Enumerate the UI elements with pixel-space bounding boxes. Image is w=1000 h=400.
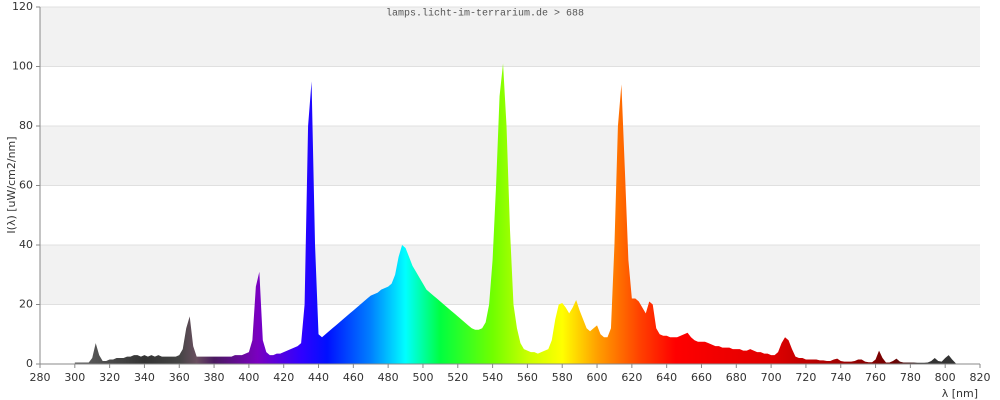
x-tick-label: 740 (830, 371, 851, 384)
y-tick-label: 20 (19, 298, 33, 311)
grid-band (40, 7, 980, 67)
x-tick-label: 820 (970, 371, 991, 384)
x-tick-label: 720 (795, 371, 816, 384)
x-tick-label: 700 (761, 371, 782, 384)
x-tick-label: 500 (412, 371, 433, 384)
x-tick-label: 280 (30, 371, 51, 384)
y-tick-label: 60 (19, 179, 33, 192)
grid-band (40, 66, 980, 126)
x-tick-label: 480 (378, 371, 399, 384)
x-tick-label: 340 (134, 371, 155, 384)
y-tick-label: 0 (26, 357, 33, 370)
x-tick-label: 300 (64, 371, 85, 384)
x-tick-label: 640 (656, 371, 677, 384)
x-tick-label: 800 (935, 371, 956, 384)
x-tick-label: 420 (273, 371, 294, 384)
y-tick-label: 40 (19, 238, 33, 251)
x-tick-label: 560 (517, 371, 538, 384)
y-tick-label: 100 (12, 60, 33, 73)
x-tick-label: 660 (691, 371, 712, 384)
x-axis-label: λ [nm] (942, 387, 978, 400)
x-tick-label: 540 (482, 371, 503, 384)
x-tick-label: 320 (99, 371, 120, 384)
x-tick-label: 760 (865, 371, 886, 384)
y-axis-label: I(λ) [uW/cm2/nm] (5, 136, 18, 233)
grid-bands (40, 7, 980, 364)
x-tick-label: 520 (447, 371, 468, 384)
grid-band (40, 126, 980, 186)
chart-title: lamps.licht-im-terrarium.de > 688 (386, 8, 584, 20)
x-tick-label: 440 (308, 371, 329, 384)
x-tick-label: 460 (343, 371, 364, 384)
x-tick-label: 360 (169, 371, 190, 384)
x-tick-label: 400 (238, 371, 259, 384)
x-tick-label: 780 (900, 371, 921, 384)
x-tick-label: 620 (621, 371, 642, 384)
x-tick-label: 600 (587, 371, 608, 384)
y-tick-label: 120 (12, 0, 33, 13)
x-tick-label: 580 (552, 371, 573, 384)
y-tick-label: 80 (19, 119, 33, 132)
x-tick-label: 680 (726, 371, 747, 384)
x-tick-label: 380 (204, 371, 225, 384)
